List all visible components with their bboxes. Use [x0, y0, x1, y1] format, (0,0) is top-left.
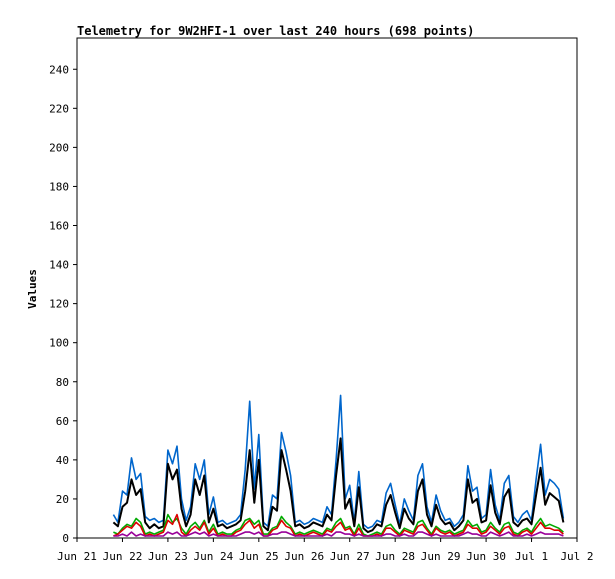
- series-line-3: [113, 513, 564, 537]
- series-line-4: [113, 531, 564, 537]
- x-tick-label: Jun 25: [239, 550, 279, 563]
- y-tick-label: 20: [56, 493, 69, 506]
- x-tick-label: Jun 30: [466, 550, 506, 563]
- series-line-0: [112, 394, 565, 530]
- y-tick-label: 100: [49, 337, 69, 350]
- y-tick-label: 80: [56, 376, 69, 389]
- y-tick-label: 220: [49, 102, 69, 115]
- x-tick-label: Jun 26: [284, 550, 324, 563]
- y-tick-label: 160: [49, 220, 69, 233]
- y-tick-label: 0: [62, 532, 69, 545]
- x-tick-label: Jun 22: [103, 550, 143, 563]
- x-tick-label: Jun 23: [148, 550, 188, 563]
- y-tick-label: 180: [49, 180, 69, 193]
- x-axis: Jun 21 Jun 22 Jun 23 Jun 24 Jun 25 Jun 26 Jun …: [57, 538, 594, 563]
- x-tick-label: Jun 24: [193, 550, 233, 563]
- series-line-1: [112, 437, 565, 534]
- series-layer: [112, 394, 565, 537]
- y-tick-label: 60: [56, 415, 69, 428]
- plot-area: [76, 37, 578, 539]
- x-tick-label: Jun 28: [375, 550, 415, 563]
- chart-title: Telemetry for 9W2HFI-1 over last 240 hou…: [77, 24, 474, 38]
- y-tick-label: 40: [56, 454, 69, 467]
- x-tick-label: Jul 2: [560, 550, 593, 563]
- x-tick-label: Jun 21: [57, 550, 97, 563]
- y-tick-label: 200: [49, 141, 69, 154]
- x-tick-label: Jul 1: [515, 550, 548, 563]
- series-line-2: [113, 513, 564, 537]
- y-tick-label: 140: [49, 259, 69, 272]
- y-tick-label: 120: [49, 298, 69, 311]
- y-axis: 0 20 40 60 80 100 120 140 160 180 200 220 240: [49, 63, 77, 545]
- x-tick-label: Jun 27: [330, 550, 370, 563]
- y-axis-label: Values: [26, 269, 39, 309]
- y-tick-label: 240: [49, 63, 69, 76]
- x-tick-label: Jun 29: [421, 550, 461, 563]
